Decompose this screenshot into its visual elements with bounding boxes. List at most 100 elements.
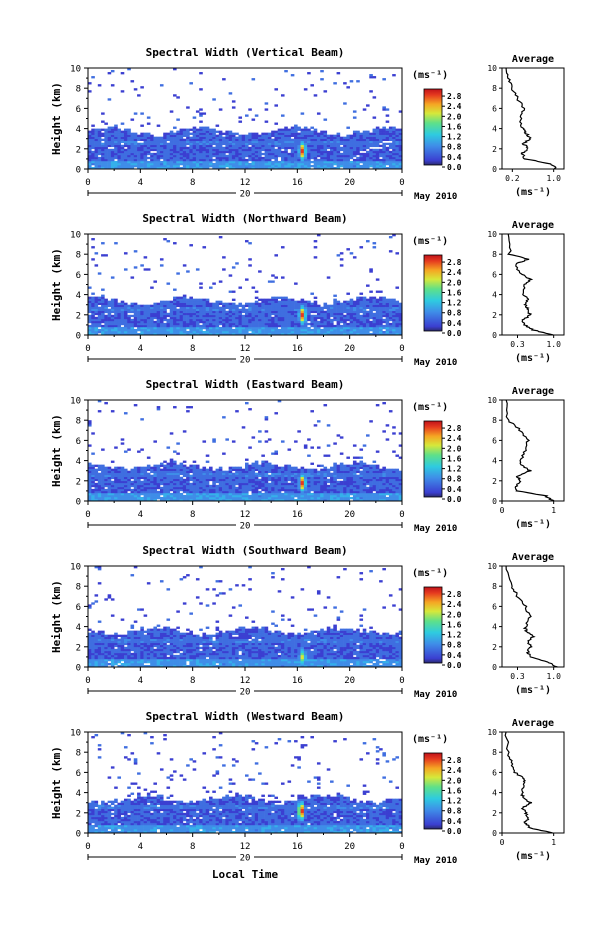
heatmap-cell <box>202 166 207 169</box>
heatmap-cell <box>127 134 131 137</box>
heatmap-cell <box>343 142 347 146</box>
heatmap-cell <box>375 164 380 168</box>
heatmap-cell <box>127 132 131 135</box>
heatmap-cell <box>359 148 364 152</box>
heatmap-cell <box>133 134 138 137</box>
heatmap-cell <box>231 142 236 146</box>
heatmap-cell <box>88 142 92 146</box>
heatmap-cell <box>379 328 383 332</box>
heatmap-cell <box>366 132 370 135</box>
heatmap-cell <box>241 478 246 482</box>
heatmap-cell <box>267 144 272 148</box>
heatmap-cell <box>277 130 282 133</box>
heatmap-cell <box>349 316 354 320</box>
heatmap-cell <box>339 148 344 152</box>
heatmap-cell <box>130 166 135 169</box>
heatmap-cell <box>307 150 311 154</box>
heatmap-cell <box>261 298 265 301</box>
heatmap-cell <box>287 164 292 168</box>
heatmap-cell <box>143 474 148 478</box>
heatmap-cell <box>280 94 285 97</box>
heatmap-cell <box>323 164 328 168</box>
heatmap-cell <box>366 316 370 320</box>
heatmap-cell <box>333 304 337 308</box>
heatmap-cell <box>120 330 125 334</box>
heatmap-cell <box>117 166 122 169</box>
heatmap-cell <box>182 430 187 433</box>
heatmap-cell <box>137 450 141 453</box>
heatmap-cell <box>303 310 308 314</box>
heatmap-cell <box>267 308 272 312</box>
heatmap-cell <box>362 320 367 324</box>
heatmap-cell <box>297 486 301 490</box>
heatmap-cell <box>202 492 207 496</box>
heatmap-cell <box>169 164 174 168</box>
heatmap-cell <box>159 264 164 267</box>
heatmap-cell <box>195 110 200 113</box>
heatmap-cell <box>346 150 350 154</box>
heatmap-cell <box>284 322 288 326</box>
heatmap-cell <box>267 462 272 465</box>
heatmap-cell <box>385 298 390 301</box>
heatmap-cell <box>222 160 226 164</box>
heatmap-cell <box>241 470 246 474</box>
heatmap-cell <box>173 332 177 335</box>
heatmap-cell <box>146 492 151 496</box>
heatmap-cell <box>146 138 151 142</box>
heatmap-cell <box>235 492 239 496</box>
heatmap-cell <box>267 310 272 314</box>
heatmap-cell <box>169 328 174 332</box>
heatmap-cell <box>251 464 256 467</box>
heatmap-cell <box>88 484 92 488</box>
heatmap-cell <box>303 496 308 500</box>
heatmap-cell <box>274 296 279 299</box>
heatmap-cell <box>123 158 128 162</box>
heatmap-cell <box>245 160 249 164</box>
heatmap-cell <box>261 476 265 480</box>
heatmap-cell <box>254 134 259 137</box>
heatmap-cell <box>199 304 203 308</box>
heatmap-cell <box>140 132 144 135</box>
heatmap-cell <box>117 490 122 494</box>
heatmap-cell <box>163 152 167 156</box>
heatmap-cell <box>120 476 125 480</box>
heatmap-cell <box>182 498 187 501</box>
heatmap-cell <box>195 486 200 490</box>
heatmap-cell <box>107 476 112 480</box>
heatmap-cell <box>199 470 203 474</box>
heatmap-cell <box>186 146 190 150</box>
heatmap-cell <box>179 302 184 305</box>
heatmap-cell <box>215 156 220 160</box>
heatmap-cell <box>398 312 402 316</box>
heatmap-cell <box>225 312 229 316</box>
heatmap-cell <box>192 138 197 142</box>
heatmap-cell <box>264 480 269 484</box>
heatmap-cell <box>352 146 357 150</box>
heatmap-cell <box>254 496 259 500</box>
heatmap-cell <box>362 324 367 328</box>
heatmap-cell <box>372 152 377 156</box>
heatmap-cell <box>150 316 154 320</box>
heatmap-cell <box>159 318 164 322</box>
heatmap-cell <box>186 410 190 413</box>
profile-x-tick-label: 0.2 <box>505 174 520 183</box>
heatmap-cell <box>313 148 318 152</box>
heatmap-cell <box>202 154 207 158</box>
heatmap-cell <box>179 142 184 146</box>
heatmap-cell <box>137 306 141 310</box>
heatmap-cell <box>258 304 262 308</box>
heatmap-cell <box>107 482 112 486</box>
heatmap-cell <box>127 326 131 330</box>
heatmap-cell <box>323 148 328 152</box>
heatmap-cell <box>104 144 108 148</box>
heatmap-cell <box>156 490 161 494</box>
heatmap-cell <box>277 496 282 500</box>
heatmap-cell <box>212 474 216 478</box>
heatmap-cell <box>264 440 269 443</box>
heatmap-cell <box>176 146 180 150</box>
heatmap-cell <box>310 480 314 484</box>
heatmap-cell <box>316 472 321 476</box>
heatmap-cell <box>264 162 269 166</box>
heatmap-cell <box>313 164 318 168</box>
heatmap-cell <box>375 298 380 301</box>
